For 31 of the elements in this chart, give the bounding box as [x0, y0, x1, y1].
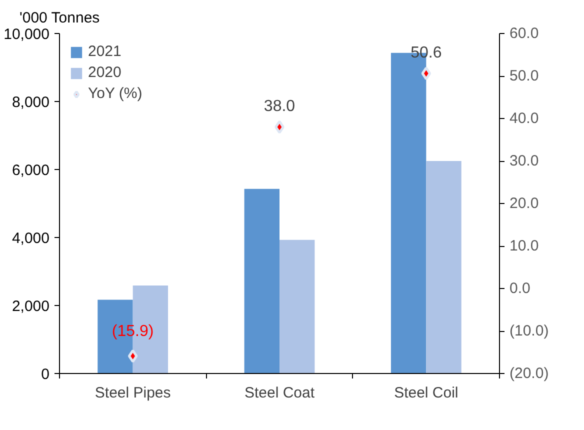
- legend-label: YoY (%): [88, 85, 142, 102]
- point: [274, 120, 284, 134]
- legend-label: 2021: [88, 43, 122, 60]
- y2-tick-label: 0.0: [510, 280, 530, 297]
- data-label: 38.0: [264, 98, 296, 115]
- y2-tick-label: 60.0: [510, 25, 539, 42]
- y2-tick-label: (10.0): [510, 322, 549, 340]
- y-tick-label: 6,000: [12, 162, 50, 179]
- y-tick-label: 8,000: [12, 94, 50, 111]
- data-label: (15.9): [112, 323, 154, 340]
- y-tick-label: 4,000: [12, 230, 50, 247]
- y2-tick-label: 50.0: [510, 68, 539, 84]
- point: [128, 349, 138, 363]
- point: [421, 66, 432, 80]
- x-tick-label: Steel Pipes: [94, 384, 171, 402]
- data-label: 50.6: [410, 44, 442, 62]
- x-tick-label: Steel Coat: [244, 384, 316, 402]
- x-tick-label: Steel Coil: [394, 384, 458, 402]
- bar: [244, 188, 280, 374]
- y-tick-label: 10,000: [4, 26, 50, 43]
- y2-tick-label: 30.0: [510, 152, 539, 170]
- y2-tick-label: 40.0: [510, 110, 539, 127]
- y-axis-title: '000 Tonnes: [20, 10, 100, 26]
- legend-label: 2020: [88, 64, 122, 81]
- bar: [280, 240, 315, 374]
- y-tick-label: 2,000: [12, 298, 50, 315]
- y-tick-label: 0: [41, 366, 50, 383]
- y2-tick-label: (20.0): [510, 365, 549, 382]
- bar: [426, 161, 462, 374]
- y2-tick-label: 10.0: [510, 238, 539, 254]
- y2-tick-label: 20.0: [510, 195, 539, 212]
